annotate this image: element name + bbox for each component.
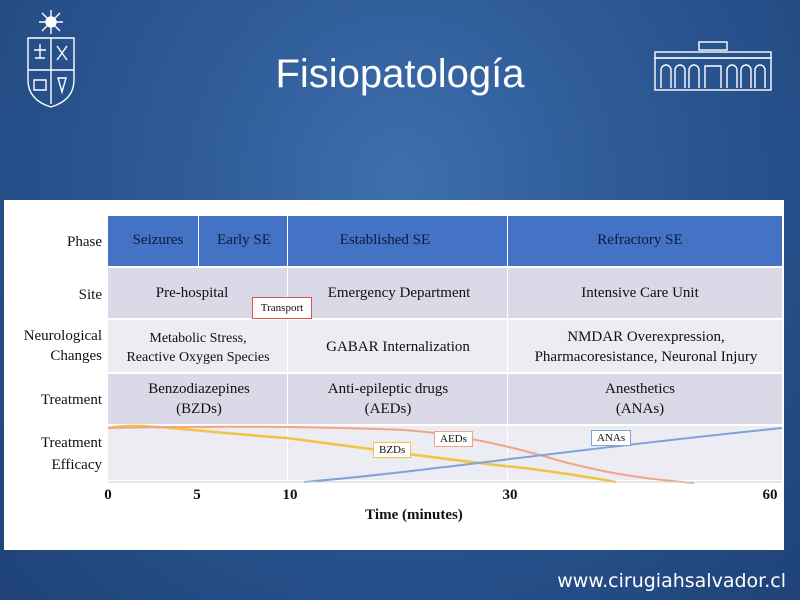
- hospital-building-icon: [653, 40, 773, 92]
- divider-10min: [287, 216, 288, 480]
- tick-label-5: 5: [193, 487, 201, 503]
- treatment-band: [108, 374, 782, 424]
- university-crest-icon: [22, 10, 80, 108]
- treatment-ana-line2: (ANAs): [615, 401, 665, 417]
- row-label-efficacy-line2: Efficacy: [51, 457, 102, 473]
- site-band: [108, 268, 782, 318]
- curve-label-aeds: AEDs: [434, 431, 473, 447]
- curve-label-bzds: BZDs: [373, 442, 412, 458]
- row-label-site: Site: [78, 287, 102, 303]
- row-label-treatment: Treatment: [40, 392, 102, 408]
- divider-seizures-early: [198, 216, 199, 266]
- site-emergency-department: Emergency Department: [327, 285, 471, 301]
- tick-label-0: 0: [104, 487, 112, 503]
- tick-label-10: 10: [282, 487, 298, 503]
- site-transport: Transport: [252, 297, 312, 319]
- treatment-ana-line1: Anesthetics: [605, 381, 675, 397]
- neuro-band: [108, 320, 782, 372]
- ana-efficacy-curve: [303, 427, 783, 483]
- divider-30min: [507, 216, 508, 480]
- neuro-nmdar-line2: Pharmacoresistance, Neuronal Injury: [534, 349, 758, 365]
- treatment-aed-line2: (AEDs): [364, 401, 412, 417]
- treatment-bzd-line2: (BZDs): [176, 401, 222, 417]
- phase-seizures: Seizures: [132, 232, 184, 248]
- footer-url: www.cirugiahsalvador.cl: [557, 570, 786, 592]
- treatment-bzd-line1: Benzodiazepines: [148, 381, 250, 397]
- phase-early-se: Early SE: [217, 232, 271, 248]
- neuro-gabar: GABAR Internalization: [326, 339, 470, 355]
- treatment-aed-line1: Anti-epileptic drugs: [327, 381, 449, 397]
- site-prehospital: Pre-hospital: [155, 285, 229, 301]
- tick-label-60: 60: [762, 487, 778, 503]
- phase-refractory-se: Refractory SE: [597, 232, 683, 248]
- status-epilepticus-timeline-figure: Phase Site Neurological Changes Treatmen…: [4, 200, 784, 550]
- phase-band: [108, 216, 782, 266]
- phase-established-se: Established SE: [339, 232, 431, 248]
- row-label-neuro-line2: Changes: [50, 348, 102, 364]
- neuro-metabolic-line1: Metabolic Stress,: [149, 331, 247, 346]
- axis-title: Time (minutes): [365, 507, 463, 523]
- site-icu: Intensive Care Unit: [581, 285, 699, 301]
- bzd-efficacy-curve: [107, 424, 617, 484]
- row-label-phase: Phase: [67, 234, 102, 250]
- tick-label-30: 30: [502, 487, 518, 503]
- curve-label-anas: ANAs: [591, 430, 632, 446]
- neuro-metabolic-line2: Reactive Oxygen Species: [126, 350, 270, 365]
- row-label-efficacy-line1: Treatment: [40, 435, 102, 451]
- slide-title: Fisiopatología: [275, 52, 525, 96]
- neuro-nmdar-line1: NMDAR Overexpression,: [567, 329, 725, 345]
- row-label-neuro-line1: Neurological: [23, 328, 102, 344]
